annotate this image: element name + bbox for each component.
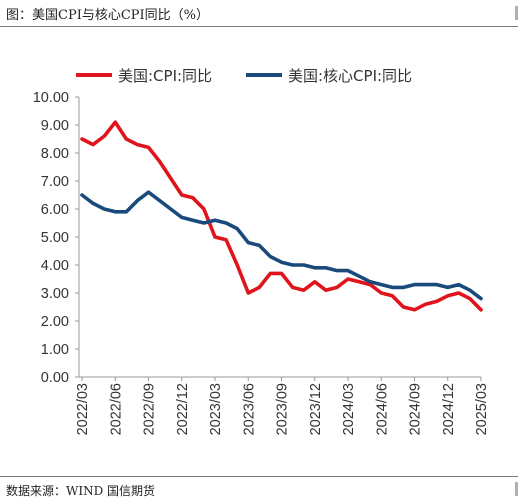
- y-tick-label: 0.00: [41, 370, 69, 386]
- source-divider: [0, 476, 518, 477]
- y-axis: 0.00 1.00 2.00 3.00 4.00 5.00 6.00 7.00 8.00 9.00…: [33, 90, 80, 386]
- x-tick-label: 2025/03: [474, 383, 490, 435]
- series-line-cpi: [80, 120, 483, 312]
- y-tick-label: 6.00: [41, 202, 69, 218]
- x-tick-label: 2024/09: [408, 383, 424, 435]
- y-tick-label: 8.00: [41, 146, 69, 162]
- y-tick-label: 1.00: [41, 342, 69, 358]
- x-tick-label: 2022/06: [108, 383, 124, 435]
- x-tick-label: 2024/12: [441, 383, 457, 435]
- edge-mark-bottom: [515, 482, 518, 496]
- x-axis: 2022/03 2022/06 2022/09 2022/12 2023/03 2023/…: [75, 376, 490, 435]
- series-line-core-cpi: [80, 190, 483, 301]
- legend: 美国:CPI:同比 美国:核心CPI:同比: [76, 67, 412, 85]
- y-tick-label: 4.00: [41, 258, 69, 274]
- legend-label-core-cpi: 美国:核心CPI:同比: [288, 67, 412, 85]
- x-tick-label: 2022/12: [175, 383, 191, 435]
- series-layer: [80, 120, 483, 312]
- y-tick-label: 7.00: [41, 174, 69, 190]
- y-tick-label: 2.00: [41, 314, 69, 330]
- y-tick-label: 3.00: [41, 286, 69, 302]
- x-tick-label: 2023/09: [275, 383, 291, 435]
- y-tick-label: 10.00: [33, 90, 69, 106]
- x-tick-label: 2022/03: [75, 383, 91, 435]
- y-tick-label: 9.00: [41, 118, 69, 134]
- x-tick-label: 2023/12: [308, 383, 324, 435]
- x-tick-label: 2023/03: [208, 383, 224, 435]
- y-tick-label: 5.00: [41, 230, 69, 246]
- figure-title: 图：美国CPI与核心CPI同比（%）: [6, 8, 210, 23]
- line-chart: 美国:CPI:同比 美国:核心CPI:同比 0.00 1.00 2.00 3.00 4.…: [33, 67, 490, 435]
- title-divider: [0, 26, 518, 27]
- x-tick-label: 2022/09: [142, 383, 158, 435]
- x-tick-label: 2024/06: [374, 383, 390, 435]
- x-tick-label: 2024/03: [341, 383, 357, 435]
- data-source: 数据来源：WIND 国信期货: [6, 484, 156, 498]
- edge-mark-top: [515, 6, 518, 20]
- x-tick-label: 2023/06: [241, 383, 257, 435]
- legend-label-cpi: 美国:CPI:同比: [118, 67, 212, 85]
